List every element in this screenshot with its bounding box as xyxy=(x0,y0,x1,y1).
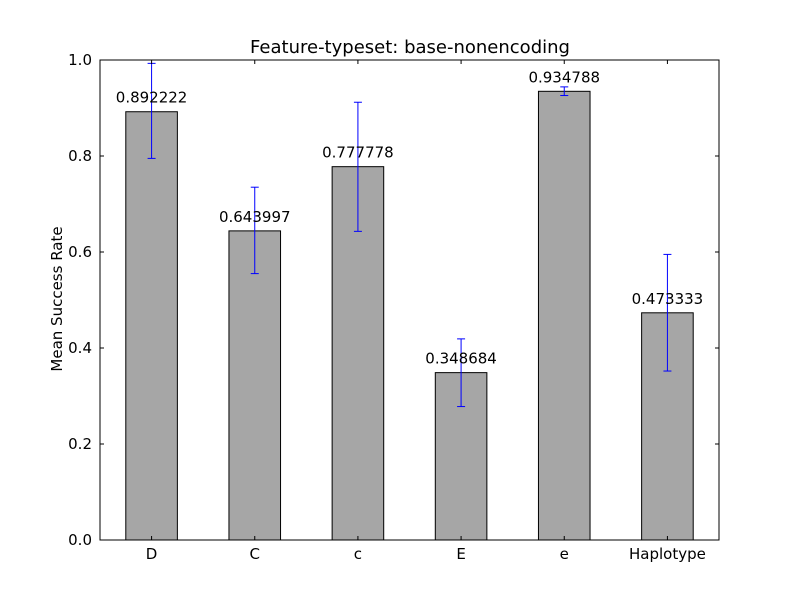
x-tick-label: Haplotype xyxy=(629,545,706,563)
x-tick-label: c xyxy=(354,545,362,563)
y-tick-label: 1.0 xyxy=(68,51,92,69)
bar-value-label: 0.934788 xyxy=(528,68,600,86)
bar-value-label: 0.892222 xyxy=(116,89,188,107)
y-tick-label: 0.2 xyxy=(68,435,92,453)
y-axis-title: Mean Success Rate xyxy=(48,226,66,371)
bar xyxy=(228,230,282,541)
bar-value-label: 0.348684 xyxy=(425,350,497,368)
plot-frame xyxy=(99,59,720,541)
chart-title: Feature-typeset: base-nonencoding xyxy=(250,37,570,58)
bar xyxy=(537,90,591,541)
y-tick-label: 0.6 xyxy=(68,243,92,261)
y-tick-label: 0.0 xyxy=(68,531,92,549)
x-tick-label: e xyxy=(560,545,569,563)
x-tick-label: E xyxy=(456,545,465,563)
bar xyxy=(125,111,178,541)
y-tick-label: 0.4 xyxy=(68,339,92,357)
bar-value-label: 0.643997 xyxy=(219,208,291,226)
x-tick-label: C xyxy=(250,545,260,563)
bar-value-label: 0.473333 xyxy=(632,290,704,308)
y-tick-label: 0.8 xyxy=(68,147,92,165)
x-tick-label: D xyxy=(146,545,158,563)
bar-value-label: 0.777778 xyxy=(322,144,394,162)
plot-area: 0.0 0.2 0.4 0.6 0.8 1.0 0.892222 D 0.643997 C 0.77… xyxy=(68,51,719,563)
